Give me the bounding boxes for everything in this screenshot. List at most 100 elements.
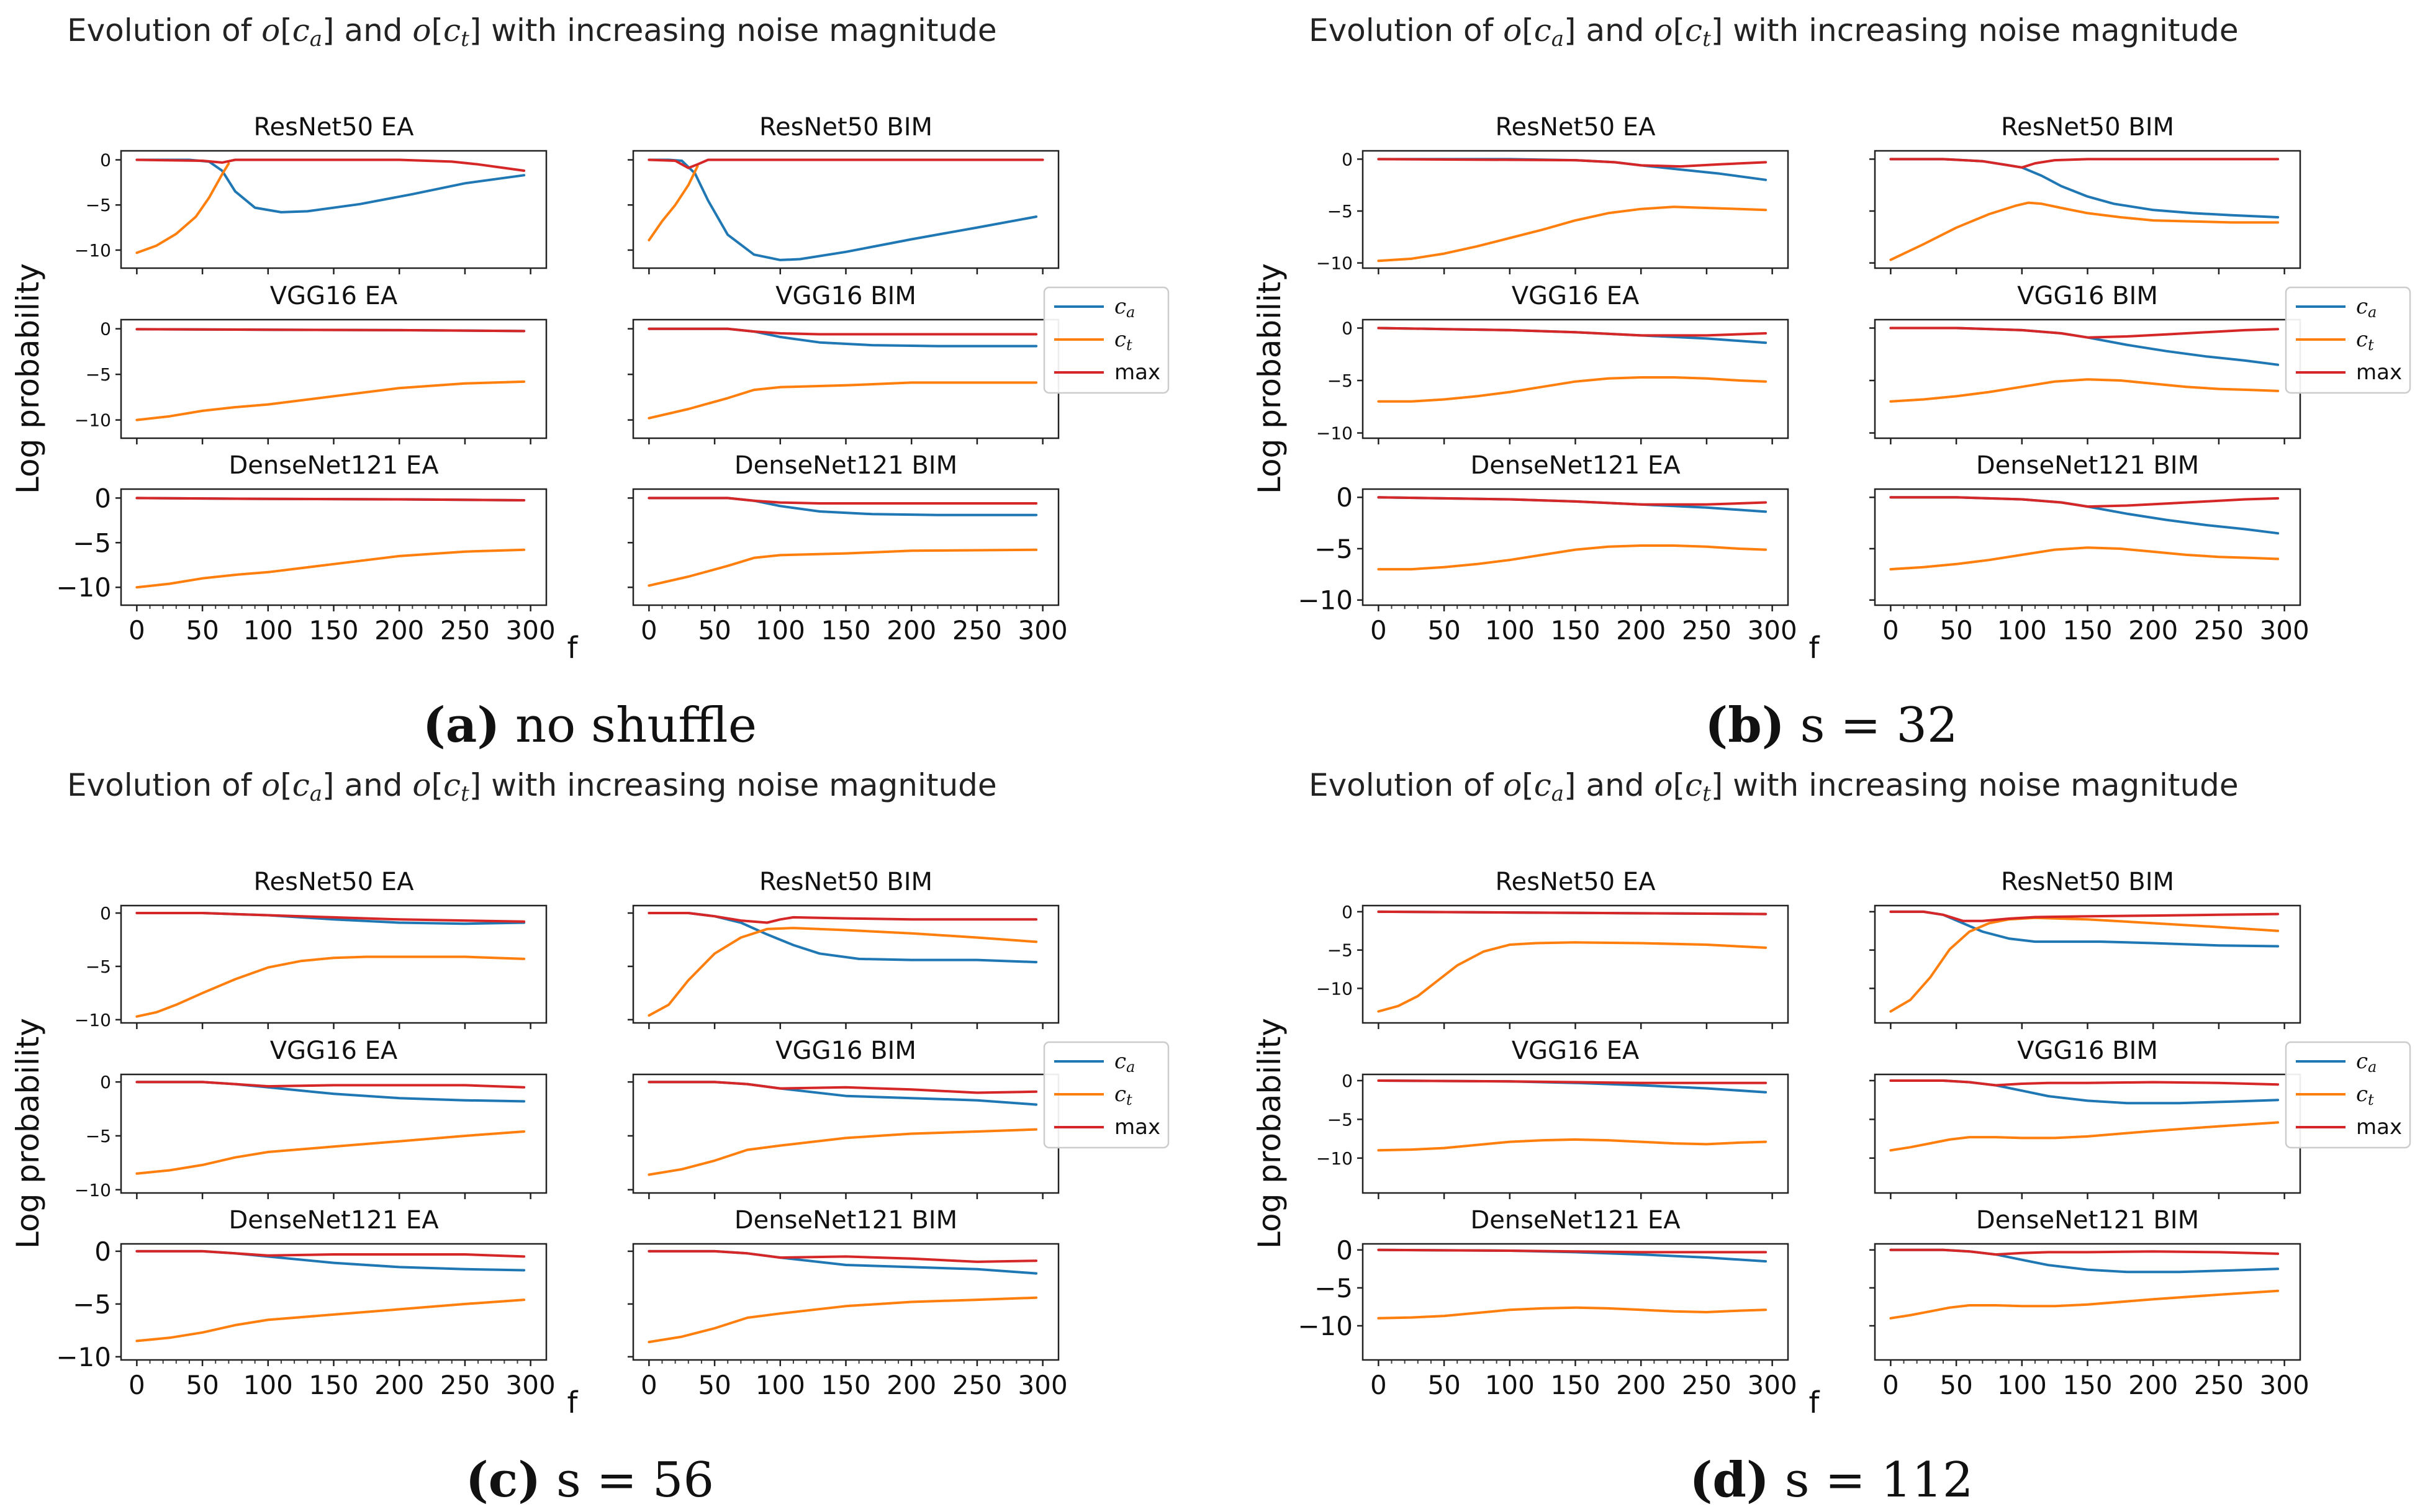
series-line-ct [1889, 1289, 2280, 1320]
series-line-ct [1377, 1138, 1768, 1152]
subplot: VGG16 EA 0 −5 −10 [1316, 1037, 1789, 1199]
subplot: VGG16 BIM [628, 1037, 1060, 1199]
axes-frame [632, 904, 1060, 1024]
y-tick-label: −10 [56, 572, 111, 603]
series-line-ct [648, 548, 1038, 587]
y-tick-label: 0 [100, 319, 111, 340]
x-tick-label: 0 [1370, 615, 1387, 646]
series-line-ct [648, 1128, 1038, 1176]
x-tick-label: 200 [2128, 615, 2178, 646]
series-line-max [1377, 158, 1768, 168]
x-tick-label: 0 [1882, 1370, 1899, 1400]
series-line-max [1377, 326, 1768, 337]
axes-frame [1874, 488, 2301, 606]
legend: ca ct max [2285, 1041, 2411, 1149]
axes-frame [632, 1243, 1060, 1361]
y-axis-label: Log probability [10, 263, 46, 494]
subplot: DenseNet121 EA 0 −5 −10 0 50 100 150 200 250 300 [1298, 451, 1797, 646]
x-tick-label: 150 [1550, 1370, 1600, 1400]
subplot-title: ResNet50 BIM [2001, 113, 2174, 142]
x-tick-label: 300 [1018, 615, 1068, 646]
y-tick-label: 0 [1342, 902, 1353, 922]
y-axis-label: Log probability [10, 1018, 46, 1249]
x-tick-label: 100 [1997, 1370, 2047, 1400]
series-line-ct [648, 927, 1038, 1017]
legend: ca ct max [2285, 286, 2411, 394]
subplot-title: VGG16 EA [1512, 1037, 1640, 1065]
subplot: DenseNet121 BIM 0 50 100 150 200 250 300 [628, 1206, 1068, 1400]
axes-frame [1874, 1073, 2301, 1194]
legend: ca ct max [1043, 1041, 1170, 1149]
x-tick-label: 0 [129, 615, 145, 646]
y-tick-label: 0 [100, 150, 111, 171]
subplot-title: VGG16 BIM [775, 1037, 916, 1065]
axes-frame [1874, 904, 2301, 1024]
legend-label-ct: ct [2356, 1082, 2374, 1109]
subplot-title: DenseNet121 BIM [1976, 1206, 2199, 1235]
series-line-max [1377, 1248, 1768, 1254]
y-tick-label: −10 [1316, 423, 1353, 444]
panel-a: Evolution of o[ca] and o[ct] with increa… [10, 12, 1170, 754]
subplot: DenseNet121 EA 0 −5 −10 0 50 100 150 200 250 300 [1298, 1206, 1797, 1400]
subplot-title: DenseNet121 EA [228, 451, 439, 480]
axes-frame [632, 150, 1060, 269]
x-tick-label: 200 [1616, 1370, 1666, 1400]
y-tick-label: −5 [1327, 201, 1353, 222]
axes-frame [120, 1073, 548, 1194]
x-tick-label: 100 [1997, 615, 2047, 646]
y-tick-label: −5 [73, 1289, 111, 1320]
x-tick-label: 0 [1882, 615, 1899, 646]
axes-frame [1361, 150, 1789, 269]
panel-title: Evolution of o[ca] and o[ct] with increa… [1309, 767, 2239, 806]
series-line-ct [1889, 1121, 2280, 1152]
series-line-max [1889, 1248, 2280, 1256]
series-line-ct [1377, 376, 1768, 403]
x-tick-label: 0 [641, 1370, 657, 1400]
series-line-ct [1377, 1306, 1768, 1320]
panel-b: Evolution of o[ca] and o[ct] with increa… [1252, 12, 2411, 754]
y-tick-label: −10 [1316, 978, 1353, 999]
y-axis-label: Log probability [1252, 1018, 1288, 1249]
x-tick-label: 100 [756, 615, 805, 646]
y-tick-label: 0 [1342, 1071, 1353, 1091]
series-line-ct [1377, 941, 1768, 1013]
subplot: ResNet50 EA 0 −5 −10 [74, 113, 548, 274]
subplot-title: DenseNet121 EA [1470, 1206, 1681, 1235]
y-tick-label: −10 [74, 410, 111, 431]
subplot-title: ResNet50 BIM [759, 113, 932, 142]
x-tick-label: 100 [243, 615, 293, 646]
series-line-ca [1889, 158, 2280, 218]
y-tick-label: −5 [1314, 534, 1353, 564]
subplot: VGG16 EA 0 −5 −10 [1316, 282, 1789, 444]
x-tick-label: 150 [821, 615, 870, 646]
x-tick-label: 200 [2128, 1370, 2178, 1400]
x-tick-label: 250 [952, 615, 1002, 646]
y-tick-label: −5 [86, 1126, 111, 1146]
subplot: DenseNet121 BIM 0 50 100 150 200 250 300 [628, 451, 1068, 646]
subplot-title: VGG16 EA [270, 282, 398, 310]
subplot: VGG16 EA 0 −5 −10 [74, 282, 548, 444]
series-line-max [1377, 1079, 1768, 1084]
y-tick-label: −10 [56, 1342, 111, 1372]
y-tick-label: −10 [1316, 253, 1353, 274]
x-tick-label: 300 [506, 615, 556, 646]
x-tick-label: 100 [756, 1370, 805, 1400]
subplot: VGG16 BIM [1869, 1037, 2301, 1199]
x-axis-label: f [567, 1385, 579, 1420]
series-line-ct [1889, 201, 2280, 261]
x-tick-label: 150 [2062, 615, 2112, 646]
series-line-ct [135, 548, 526, 589]
series-line-max [648, 158, 1044, 169]
x-tick-label: 300 [1748, 1370, 1797, 1400]
x-tick-label: 200 [887, 1370, 936, 1400]
axes-frame [120, 488, 548, 606]
y-tick-label: −5 [1327, 1109, 1353, 1130]
subplot: ResNet50 EA 0 −5 −10 [1316, 113, 1789, 274]
series-line-max [1889, 158, 2280, 169]
y-tick-label: −5 [73, 528, 111, 558]
series-line-max [135, 158, 526, 172]
legend-label-ca: ca [1114, 1049, 1135, 1076]
subplot-title: ResNet50 EA [254, 868, 415, 896]
y-tick-label: 0 [94, 483, 111, 513]
axes-frame [1874, 150, 2301, 269]
